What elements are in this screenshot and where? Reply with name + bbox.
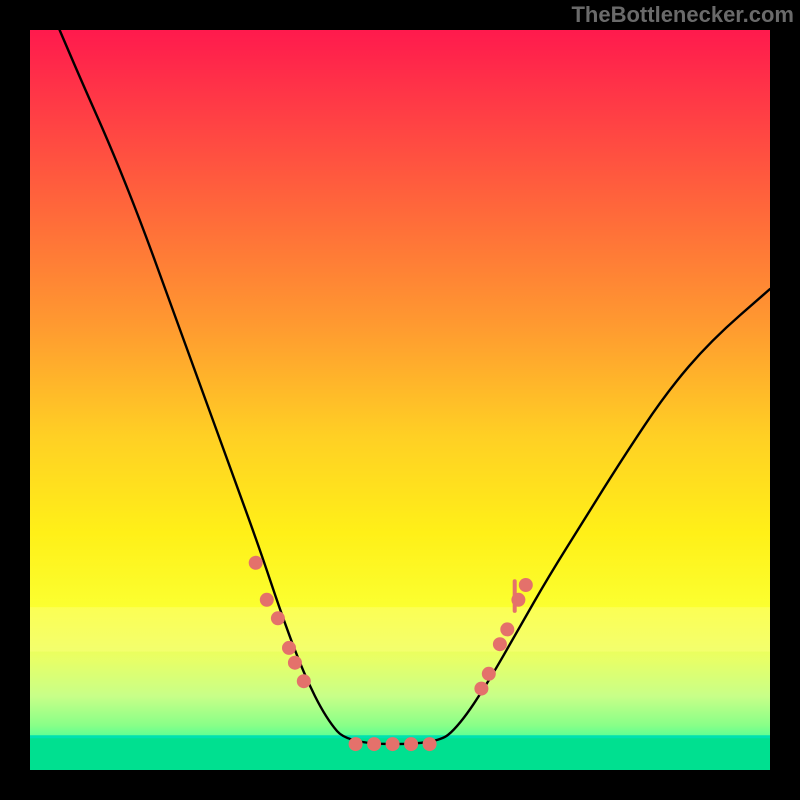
gradient-background (30, 30, 770, 770)
marker-bottom (349, 737, 363, 751)
marker-left (271, 611, 285, 625)
marker-left (260, 593, 274, 607)
haze-band (30, 607, 770, 651)
marker-bottom (423, 737, 437, 751)
marker-right (493, 637, 507, 651)
marker-right (482, 667, 496, 681)
green-band (30, 737, 770, 770)
marker-bottom (404, 737, 418, 751)
marker-bottom (367, 737, 381, 751)
marker-left (297, 674, 311, 688)
marker-right (500, 622, 514, 636)
marker-left (249, 556, 263, 570)
marker-left (288, 656, 302, 670)
marker-left (282, 641, 296, 655)
watermark-text: TheBottlenecker.com (571, 2, 794, 28)
marker-right (519, 578, 533, 592)
chart-container: TheBottlenecker.com (0, 0, 800, 800)
marker-right (474, 682, 488, 696)
marker-bottom (386, 737, 400, 751)
chart-svg (0, 0, 800, 800)
